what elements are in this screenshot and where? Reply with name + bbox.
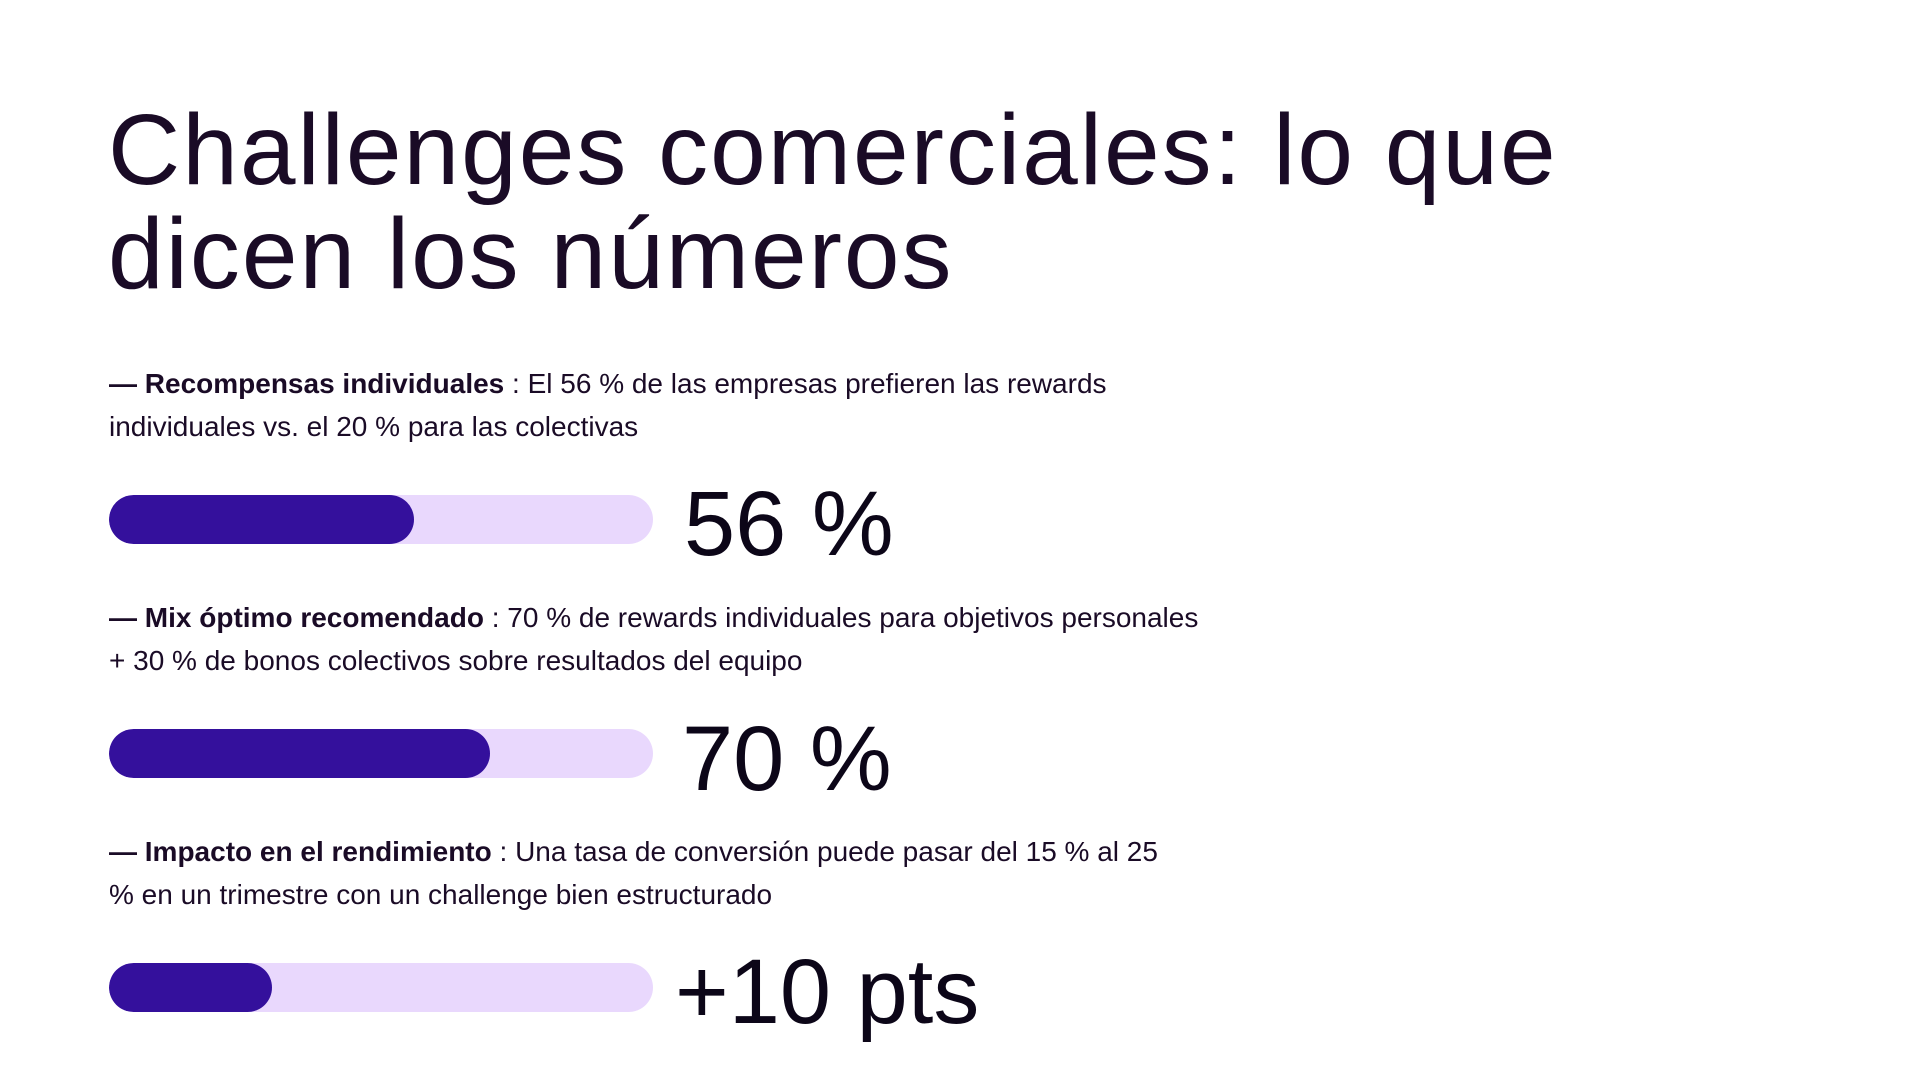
stat-text: : Una tasa de conversión puede pasar del… (109, 836, 1158, 910)
stat-text: : El 56 % de las empresas prefieren las … (109, 368, 1107, 442)
progress-fill (109, 963, 273, 1012)
stat-value: 56 % (684, 473, 894, 575)
page-title: Challenges comerciales: lo que dicen los… (108, 94, 1558, 310)
progress-bar (109, 495, 653, 544)
progress-fill (109, 495, 414, 544)
progress-fill (109, 729, 490, 778)
stat-label: — Impacto en el rendimiento (109, 836, 492, 867)
stat-description: — Recompensas individuales : El 56 % de … (109, 362, 1209, 448)
stat-description: — Impacto en el rendimiento : Una tasa d… (109, 830, 1159, 916)
stat-value: 70 % (682, 708, 892, 810)
stat-label: — Mix óptimo recomendado (109, 602, 484, 633)
stat-label: — Recompensas individuales (109, 368, 505, 399)
progress-bar (109, 729, 653, 778)
progress-bar (109, 963, 653, 1012)
stat-description: — Mix óptimo recomendado : 70 % de rewar… (109, 596, 1209, 682)
stat-text: : 70 % de rewards individuales para obje… (109, 602, 1199, 676)
stat-value: +10 pts (675, 941, 980, 1043)
